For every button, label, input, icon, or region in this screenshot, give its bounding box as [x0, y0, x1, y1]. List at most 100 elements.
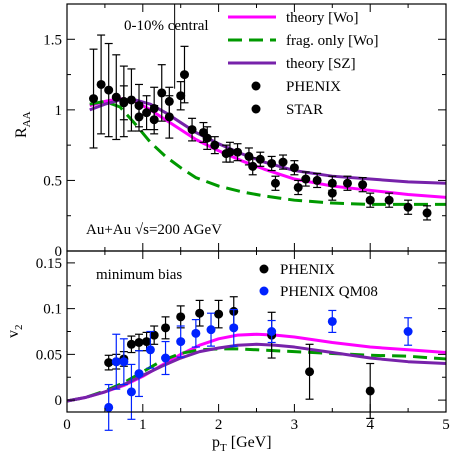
v2-y-tick-label: 0.15 [36, 256, 62, 272]
raa-y-tick-label: 0.5 [43, 173, 62, 189]
data-point [195, 308, 205, 318]
data-point [119, 98, 129, 108]
data-point [187, 125, 197, 135]
data-point [403, 327, 413, 336]
legend-label: STAR [286, 102, 323, 118]
v2-y-tick-label: 0.1 [43, 302, 62, 318]
data-point [289, 163, 299, 173]
data-point [119, 357, 129, 367]
raa-y-tick-label: 0 [55, 244, 63, 260]
data-point [267, 327, 277, 336]
data-point [176, 337, 186, 347]
data-point [161, 353, 171, 363]
v2-y-axis-label-main: v [5, 330, 22, 338]
x-tick-label: 2 [215, 417, 223, 433]
data-point [104, 85, 114, 95]
raa-points [89, 34, 432, 221]
legend-label: PHENIX QM08 [280, 284, 378, 300]
data-point [126, 387, 136, 397]
data-point [365, 386, 375, 396]
x-tick-label: 4 [366, 417, 374, 433]
data-point [161, 323, 171, 333]
raa-y-axis-label-main: R [13, 127, 30, 138]
data-point [210, 140, 220, 150]
data-point [96, 79, 106, 89]
raa-y-tick-labels: 0 0.5 1 1.5 [43, 32, 62, 260]
raa-series-star [119, 45, 375, 208]
v2-series-phenix-qm08 [104, 308, 413, 431]
data-point [255, 154, 265, 164]
v2-legend-item-phenix: PHENIX [259, 262, 335, 278]
legend-label: frag. only [Wo] [286, 33, 379, 49]
data-point [365, 195, 375, 205]
data-point [104, 358, 114, 368]
legend-label: theory [Wo] [286, 10, 359, 26]
data-point [278, 157, 288, 167]
data-point [134, 337, 144, 347]
raa-y-tick-label: 1 [55, 103, 63, 119]
data-point [301, 174, 311, 184]
data-point [111, 92, 121, 102]
raa-y-tick-label: 1.5 [43, 32, 62, 48]
v2-ticks [66, 251, 447, 412]
x-axis-label-unit: [GeV] [227, 434, 272, 451]
legend-marker [259, 286, 269, 296]
data-point [149, 115, 159, 125]
data-point [134, 112, 144, 122]
data-point [89, 94, 99, 104]
x-axis-label-main: p [212, 434, 220, 451]
x-axis-label-sub: T [220, 442, 227, 454]
x-axis-label: pT [GeV] [212, 434, 272, 454]
data-point [342, 178, 352, 188]
centrality-annotation: 0-10% central [124, 18, 209, 34]
data-point [126, 95, 136, 105]
data-point [176, 91, 186, 101]
data-point [270, 178, 280, 188]
legend-label: PHENIX [286, 79, 341, 95]
v2-y-tick-label: 0.05 [36, 347, 62, 363]
data-point [384, 195, 394, 205]
min-bias-annotation: minimum bias [96, 267, 182, 283]
raa-legend-item-frag-only-wo: frag. only [Wo] [228, 33, 379, 49]
raa-curve-frag-only-wo [89, 99, 446, 206]
legend-marker [259, 264, 269, 274]
data-point [179, 70, 189, 80]
v2-curves [66, 332, 447, 403]
data-point [191, 328, 201, 338]
raa-legend-item-phenix: PHENIX [251, 79, 341, 95]
v2-points [104, 296, 413, 431]
data-point [248, 161, 258, 171]
data-point [312, 175, 322, 185]
raa-legend-item-theory-wo: theory [Wo] [228, 10, 359, 26]
data-point [164, 112, 174, 122]
data-point [229, 323, 239, 333]
data-point [293, 182, 303, 192]
data-point [126, 339, 136, 349]
data-point [206, 325, 216, 335]
data-point [327, 188, 337, 198]
legend-marker [251, 104, 261, 114]
data-point [358, 180, 368, 190]
v2-y-axis-label-sub: 2 [13, 325, 25, 331]
data-point [225, 147, 235, 157]
legend-label: PHENIX [280, 262, 335, 278]
data-point [104, 402, 114, 412]
v2-y-axis-label: v2 [5, 325, 25, 339]
legend-marker [251, 81, 261, 91]
data-point [145, 345, 155, 355]
data-point [134, 369, 144, 379]
x-tick-label: 0 [63, 417, 71, 433]
data-point [267, 158, 277, 168]
data-point [403, 202, 413, 212]
data-point [149, 330, 159, 340]
data-point [111, 357, 121, 367]
data-point [176, 312, 186, 322]
raa-y-axis-label-sub: AA [21, 111, 33, 127]
data-point [327, 316, 337, 326]
raa-legend-item-theory-sz: theory [SZ] [228, 56, 356, 72]
raa-legend: theory [Wo] frag. only [Wo] theory [SZ] PHE… [228, 10, 379, 118]
data-point [142, 337, 152, 347]
v2-curve-theory-sz [66, 342, 447, 403]
